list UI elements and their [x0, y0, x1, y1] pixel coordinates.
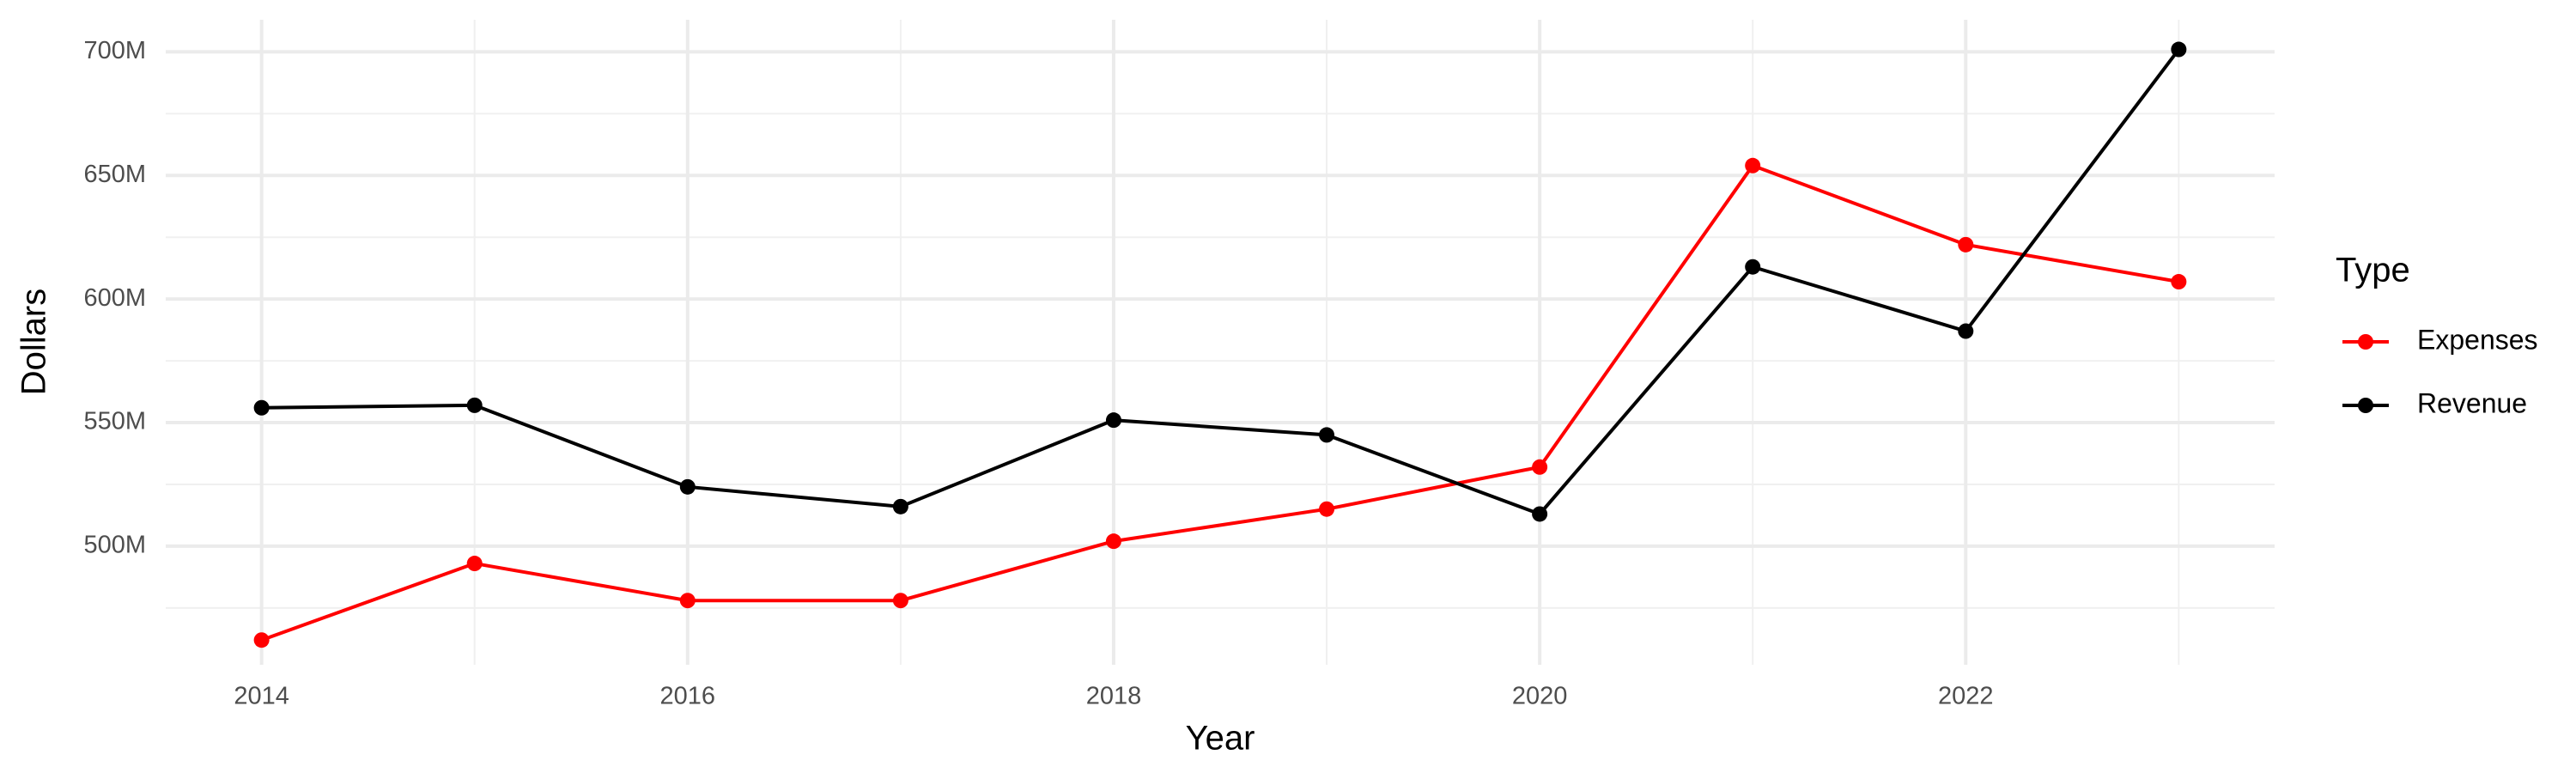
data-point	[1532, 506, 1548, 522]
data-point	[253, 632, 270, 648]
legend-title: Type	[2336, 252, 2410, 289]
data-point	[892, 593, 908, 609]
y-tick-label: 500M	[83, 532, 146, 559]
data-point	[1532, 459, 1548, 475]
data-point	[1319, 501, 1335, 517]
data-point	[466, 397, 483, 413]
series-line	[261, 48, 2180, 516]
data-point	[253, 399, 270, 416]
data-point	[1958, 236, 1974, 253]
legend-label: Revenue	[2417, 387, 2527, 418]
x-tick-label: 2016	[660, 683, 716, 710]
legend-key-point	[2358, 334, 2373, 350]
data-point	[2171, 274, 2187, 290]
x-tick-label: 2014	[234, 683, 289, 710]
legend-key-point	[2358, 398, 2373, 413]
data-point	[1105, 412, 1121, 429]
y-tick-label: 650M	[83, 161, 146, 188]
x-axis-title: Year	[1186, 720, 1255, 758]
data-point	[1745, 259, 1761, 275]
data-point	[892, 498, 908, 514]
x-tick-label: 2022	[1938, 683, 1994, 710]
x-tick-label: 2018	[1086, 683, 1142, 710]
data-point	[679, 593, 696, 609]
data-point	[1105, 533, 1121, 550]
data-point	[2171, 41, 2187, 58]
data-point	[1958, 323, 1974, 339]
y-axis-title: Dollars	[15, 289, 53, 395]
data-point	[466, 556, 483, 572]
series-line	[260, 163, 2179, 642]
x-tick-label: 2020	[1512, 683, 1568, 710]
data-point	[1319, 427, 1335, 443]
legend-label: Expenses	[2417, 324, 2538, 355]
data-point	[1745, 157, 1761, 173]
data-point	[679, 478, 696, 495]
y-tick-label: 600M	[83, 284, 146, 312]
y-tick-label: 700M	[83, 37, 146, 64]
y-tick-label: 550M	[83, 408, 146, 435]
